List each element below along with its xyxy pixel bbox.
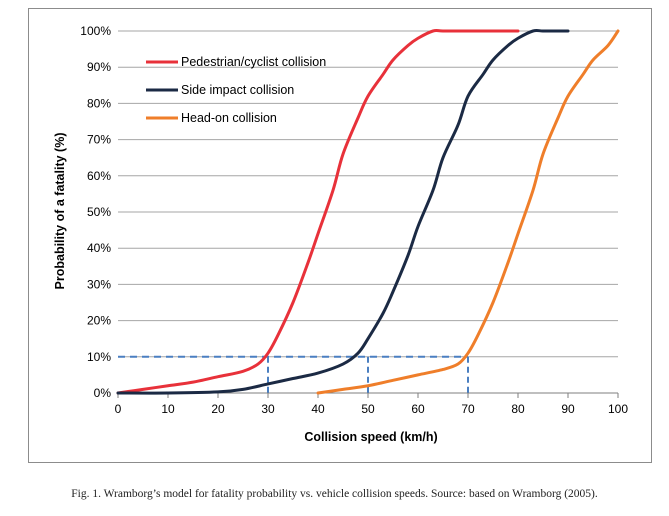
chart-frame: 0% 10% 20% 30% 40% 50% 60% 70% 80% 90% 100% 0 10 20 30… xyxy=(28,8,652,463)
y-tick-label: 20% xyxy=(87,314,111,328)
x-tick-label: 90 xyxy=(561,402,575,416)
x-tick-label: 10 xyxy=(161,402,175,416)
y-tick-label: 30% xyxy=(87,277,111,291)
x-tick-label: 80 xyxy=(511,402,525,416)
y-tick-label: 90% xyxy=(87,60,111,74)
y-tick-label: 0% xyxy=(94,386,112,400)
y-tick-label: 70% xyxy=(87,133,111,147)
y-tick-label: 100% xyxy=(80,24,111,38)
legend-label: Side impact collision xyxy=(181,83,294,97)
series-line-1 xyxy=(116,28,570,395)
axes: 0% 10% 20% 30% 40% 50% 60% 70% 80% 90% 100% 0 10 20 30… xyxy=(80,24,628,416)
x-tick-label: 30 xyxy=(261,402,275,416)
figure-caption: Fig. 1. Wramborg’s model for fatality pr… xyxy=(71,488,598,500)
fatality-probability-chart: 0% 10% 20% 30% 40% 50% 60% 70% 80% 90% 100% 0 10 20 30… xyxy=(53,24,628,444)
x-tick-label: 60 xyxy=(411,402,425,416)
y-tick-label: 10% xyxy=(87,350,111,364)
legend: Pedestrian/cyclist collision Side impact … xyxy=(146,55,326,125)
y-tick-label: 60% xyxy=(87,169,111,183)
series-lines xyxy=(116,28,620,395)
x-tick-label: 50 xyxy=(361,402,375,416)
x-axis-label: Collision speed (km/h) xyxy=(304,430,437,444)
x-tick-label: 40 xyxy=(311,402,325,416)
y-tick-label: 40% xyxy=(87,241,111,255)
y-tick-label: 80% xyxy=(87,96,111,110)
legend-label: Pedestrian/cyclist collision xyxy=(181,55,326,69)
y-tick-label: 50% xyxy=(87,205,111,219)
y-axis-label: Probability of a fatality (%) xyxy=(53,133,67,290)
x-tick-label: 70 xyxy=(461,402,475,416)
gridlines xyxy=(118,30,618,358)
x-tick-label: 0 xyxy=(115,402,122,416)
x-tick-label: 20 xyxy=(211,402,225,416)
series-line-2 xyxy=(316,29,620,395)
legend-label: Head-on collision xyxy=(181,111,277,125)
x-tick-label: 100 xyxy=(608,402,628,416)
series-line-0 xyxy=(116,28,520,395)
